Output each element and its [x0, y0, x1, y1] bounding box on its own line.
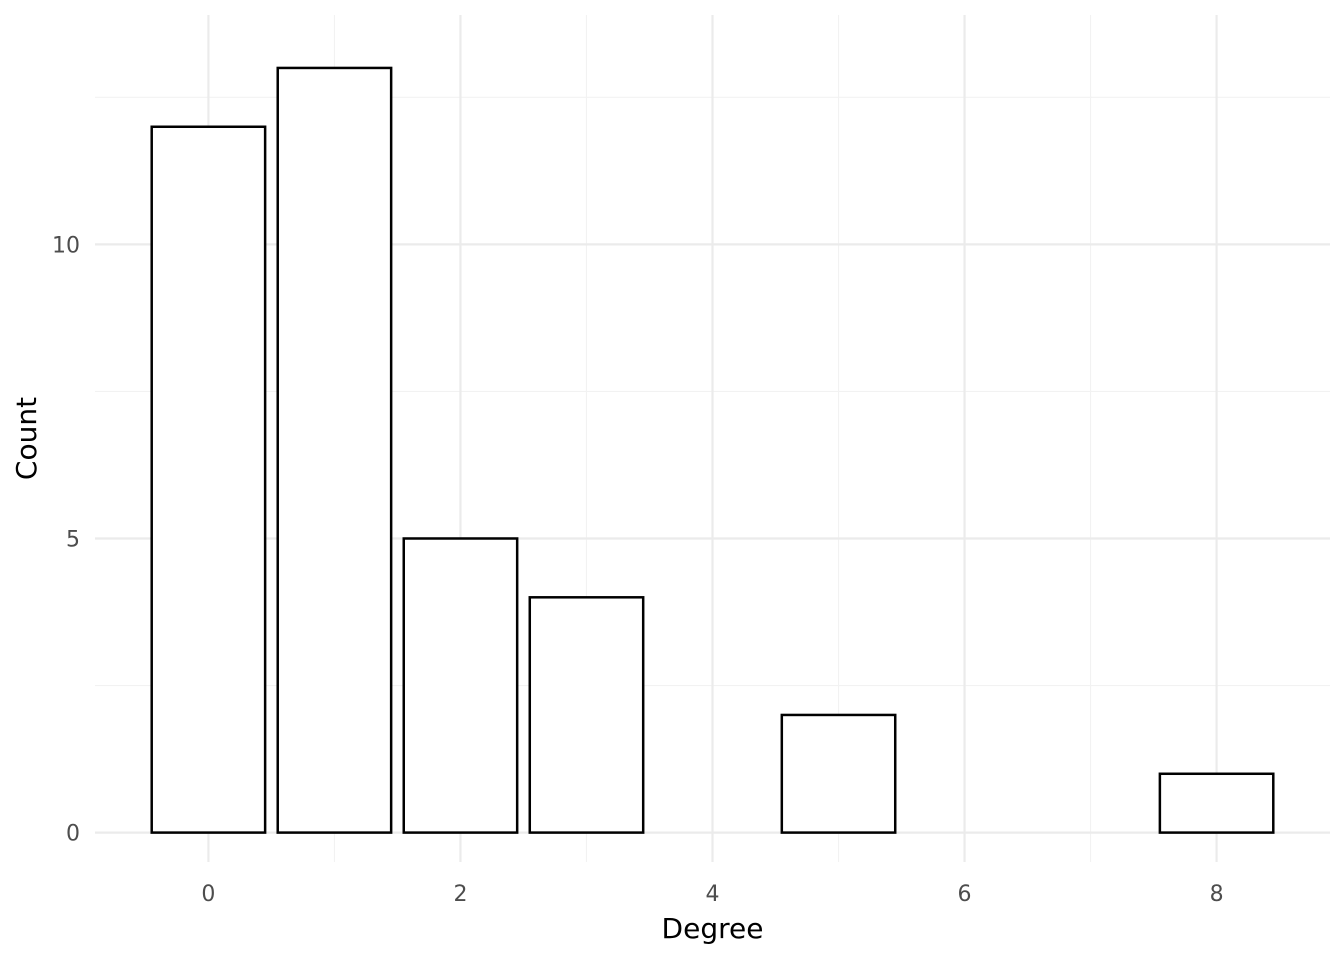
- x-tick-label: 8: [1210, 882, 1224, 907]
- bar-degree-8: [1158, 772, 1275, 834]
- bars: [150, 66, 1275, 834]
- x-tick-label: 0: [201, 882, 215, 907]
- x-axis-title: Degree: [662, 912, 764, 945]
- x-tick-labels: 0 2 4 6 8: [201, 882, 1223, 907]
- x-tick-label: 6: [958, 882, 972, 907]
- bar-degree-0: [150, 125, 267, 834]
- y-axis-title: Count: [10, 397, 43, 480]
- y-tick-label: 0: [66, 822, 80, 847]
- bar-degree-3: [528, 596, 645, 834]
- bar-degree-5: [780, 713, 897, 834]
- bar-degree-2: [402, 537, 519, 834]
- y-tick-label: 5: [66, 527, 80, 552]
- y-tick-label: 10: [52, 233, 80, 258]
- x-tick-label: 4: [706, 882, 720, 907]
- y-tick-labels: 0 5 10: [52, 233, 80, 846]
- x-tick-label: 2: [453, 882, 467, 907]
- bar-degree-1: [276, 66, 393, 834]
